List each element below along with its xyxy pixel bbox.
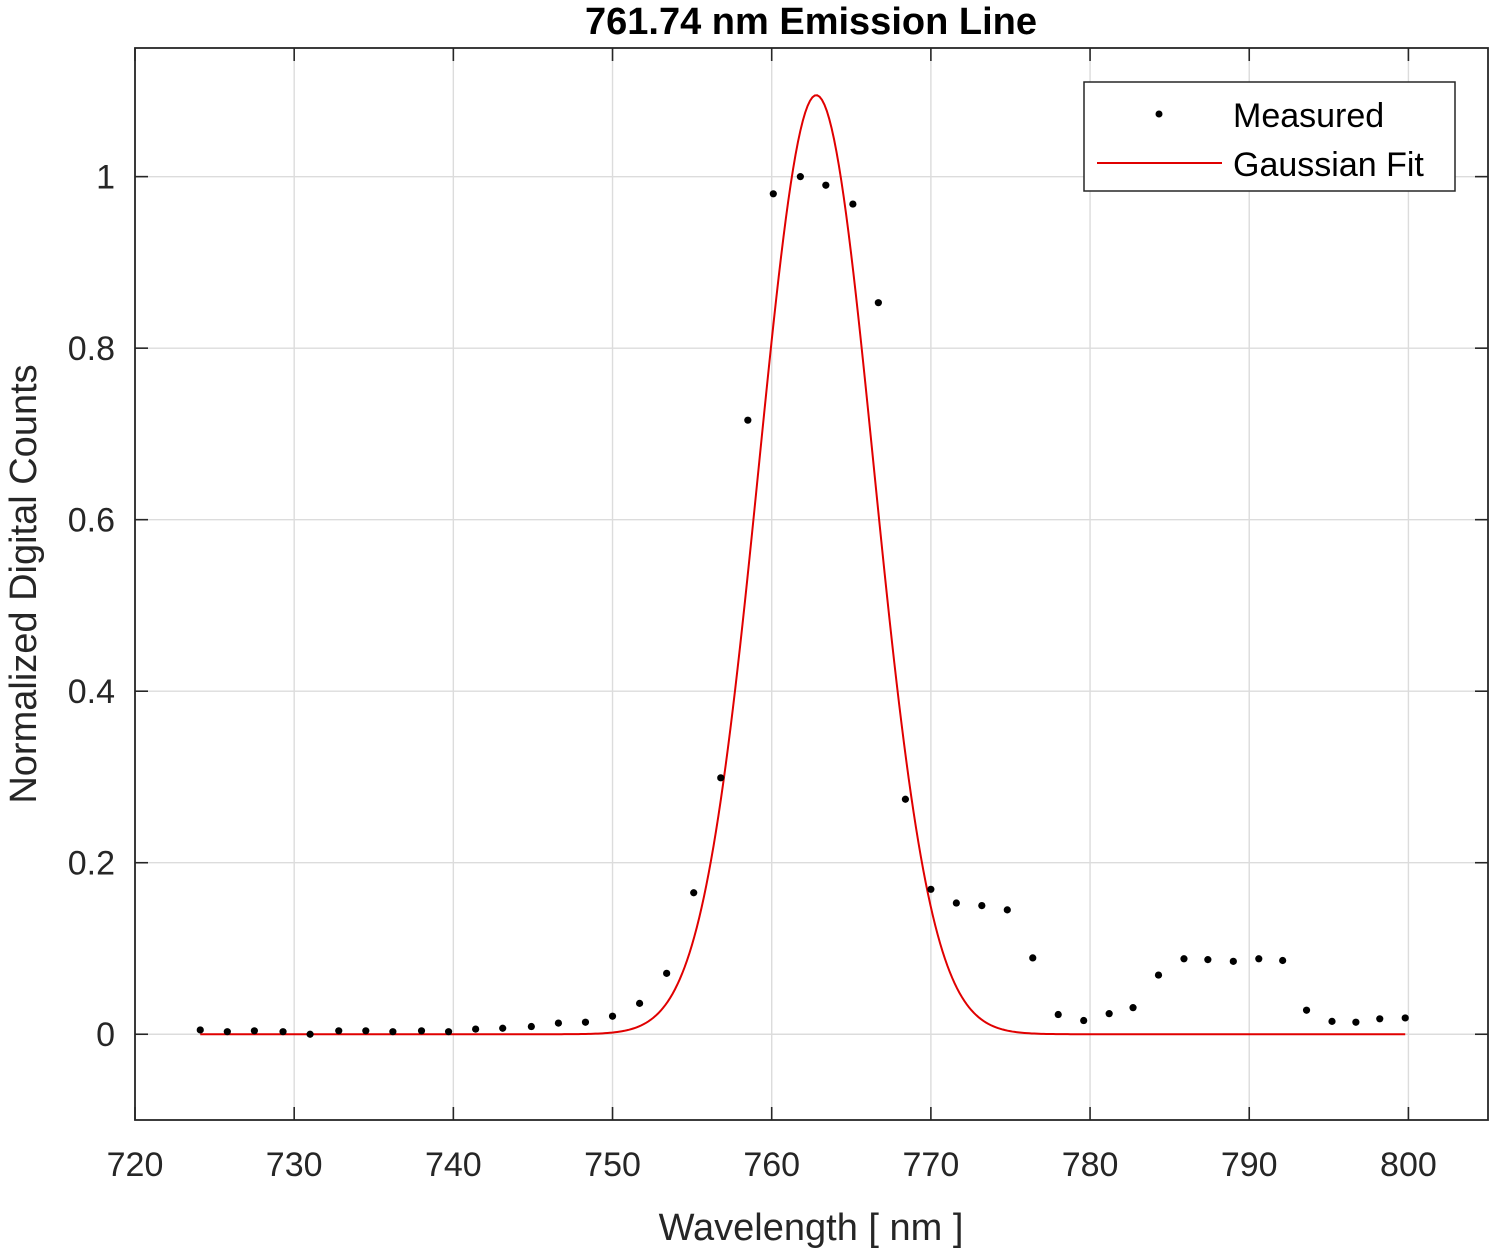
- x-tick-label: 750: [584, 1146, 641, 1184]
- legend-measured-marker: [1155, 110, 1163, 118]
- y-tick-label: 0: [96, 1016, 115, 1054]
- measured-point: [744, 416, 752, 424]
- measured-point: [335, 1027, 343, 1035]
- axes-box: [134, 47, 1489, 1121]
- measured-point: [499, 1024, 507, 1032]
- legend-box: [1083, 81, 1456, 192]
- x-tick-label: 740: [425, 1146, 482, 1184]
- tick-marks: [134, 48, 1488, 1120]
- measured-point: [1154, 971, 1163, 979]
- measured-point: [1129, 1004, 1137, 1012]
- measured-point: [1352, 1018, 1360, 1026]
- chart-title: 761.74 nm Emission Line: [585, 1, 1037, 43]
- measured-point: [927, 885, 935, 893]
- measured-point: [608, 1012, 617, 1020]
- measured-point: [444, 1028, 453, 1036]
- measured-point: [952, 899, 960, 907]
- grid: [134, 48, 1488, 1120]
- measured-point: [306, 1030, 314, 1038]
- measured-point: [250, 1027, 258, 1035]
- x-tick-label: 760: [743, 1146, 800, 1184]
- measured-point: [417, 1027, 426, 1035]
- measured-point: [1204, 956, 1212, 964]
- x-tick-labels: 720 730 740 750 760 770 780 790 800: [107, 1146, 1437, 1184]
- measured-point: [822, 181, 830, 189]
- measured-point: [1279, 956, 1287, 965]
- measured-point: [849, 200, 857, 208]
- legend-fit-label: Gaussian Fit: [1233, 146, 1424, 184]
- measured-point: [663, 969, 671, 977]
- measured-point: [1180, 955, 1188, 963]
- measured-point: [901, 795, 910, 803]
- x-tick-label: 800: [1380, 1146, 1437, 1184]
- measured-point: [1003, 906, 1011, 914]
- y-axis-label: Normalized Digital Counts: [3, 364, 45, 803]
- gaussian-fit-line: [200, 94, 1406, 1036]
- x-tick-label: 770: [903, 1146, 960, 1184]
- measured-point: [279, 1028, 287, 1036]
- measured-point: [1376, 1015, 1384, 1023]
- measured-point: [1229, 957, 1237, 965]
- measured-point: [1255, 955, 1263, 963]
- plot-area: [135, 48, 1488, 1120]
- measured-point: [196, 1026, 204, 1034]
- legend: Measured Gaussian Fit: [1083, 81, 1456, 192]
- measured-point: [527, 1022, 535, 1031]
- measured-point: [796, 173, 804, 181]
- measured-point: [223, 1028, 231, 1036]
- measured-point: [690, 889, 698, 897]
- y-tick-label: 0.4: [68, 673, 115, 711]
- measured-points: [196, 173, 1409, 1038]
- measured-point: [1054, 1010, 1062, 1019]
- x-tick-label: 720: [107, 1146, 164, 1184]
- x-tick-label: 780: [1062, 1146, 1119, 1184]
- legend-measured-label: Measured: [1233, 97, 1384, 135]
- fit-layer: [200, 94, 1406, 1036]
- measured-point: [581, 1018, 590, 1026]
- measured-point: [1328, 1017, 1336, 1025]
- measured-point: [1105, 1010, 1113, 1018]
- measured-point: [1302, 1006, 1311, 1014]
- y-tick-label: 0.6: [68, 502, 115, 540]
- measured-point: [874, 299, 882, 307]
- measured-point: [1401, 1014, 1409, 1022]
- x-axis-label: Wavelength [ nm ]: [659, 1207, 964, 1249]
- measured-point: [472, 1025, 480, 1033]
- y-tick-label: 0.8: [68, 330, 115, 368]
- measured-point: [717, 774, 725, 782]
- measured-point: [554, 1019, 563, 1027]
- measured-point: [362, 1027, 370, 1035]
- y-tick-label: 1: [96, 159, 115, 197]
- measured-point: [635, 999, 644, 1007]
- x-tick-label: 790: [1221, 1146, 1278, 1184]
- measured-point: [1029, 954, 1037, 962]
- measured-point: [978, 902, 986, 910]
- measured-point: [769, 190, 777, 198]
- y-tick-label: 0.2: [68, 845, 115, 883]
- measured-point: [1080, 1016, 1088, 1025]
- y-tick-labels: 0 0.2 0.4 0.6 0.8 1: [68, 159, 115, 1055]
- x-tick-label: 730: [266, 1146, 323, 1184]
- measured-point: [389, 1028, 397, 1036]
